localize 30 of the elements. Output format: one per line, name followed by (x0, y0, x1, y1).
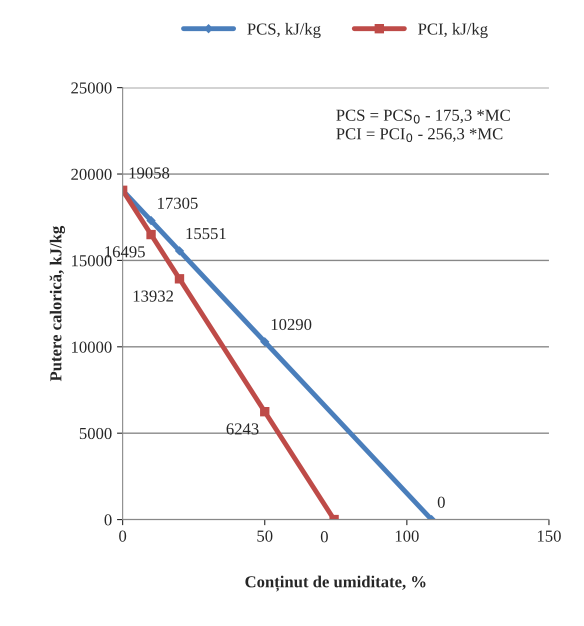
x-tick-label: 150 (538, 530, 561, 542)
point (174, 274, 184, 284)
point (260, 407, 270, 416)
data-label: 17305 (158, 198, 198, 209)
x-axis-title: Conținut de umiditate, % (245, 576, 426, 592)
annotation: PCS = PCS$_{0}$ - 175,3 *MC (336, 110, 510, 124)
point (146, 230, 156, 240)
y-tick-label: 20000 (71, 168, 112, 180)
y-tick-label: 5000 (80, 428, 112, 440)
data-label: 19058 (130, 167, 170, 179)
point (175, 246, 184, 256)
data-label: 0 (438, 496, 445, 508)
legend-label: PCS, kJ/kg (247, 22, 321, 38)
legend-label: PCI, kJ/kg (418, 22, 488, 38)
y-axis-title: Putere calorică, kJ/kg (50, 226, 65, 382)
y-tick-label: 15000 (72, 255, 112, 266)
x-tick-label: 0 (119, 530, 126, 542)
x-tick-label: 50 (257, 530, 272, 542)
data-label: 10290 (272, 318, 312, 330)
y-tick-label: 25000 (71, 82, 112, 94)
y-tick-label: 10000 (72, 342, 112, 353)
y-tick-label: 0 (104, 514, 112, 526)
data-label: 6243 (226, 423, 259, 435)
data-label: 15551 (186, 228, 226, 240)
point (260, 337, 270, 346)
x-tick-label: 100 (396, 530, 419, 542)
point (146, 216, 156, 226)
data-label: 16495 (105, 246, 145, 258)
data-label: 13932 (134, 290, 174, 302)
annotation: PCI = PCI$_{0}$ - 256,3 *MC (336, 128, 502, 142)
